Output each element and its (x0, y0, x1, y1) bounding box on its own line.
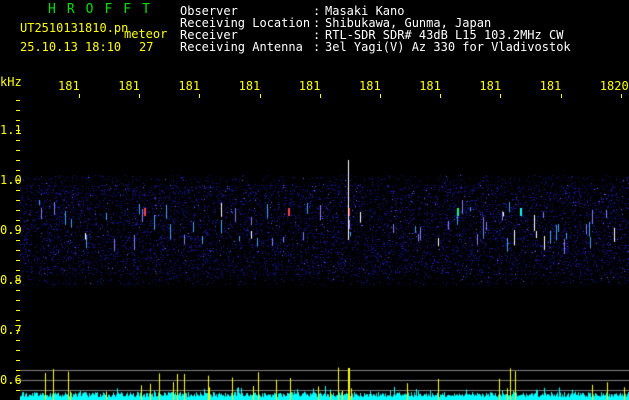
y-tick (16, 200, 20, 201)
y-tick (16, 260, 20, 261)
observer-value: Masaki Kano (325, 4, 405, 18)
colon: : (313, 4, 321, 18)
y-tick-label: 0.6 (0, 373, 22, 387)
count: 27 (139, 40, 154, 54)
y-tick-label: 1.1 (0, 123, 22, 137)
y-tick (16, 210, 20, 211)
y-tick (16, 320, 20, 321)
x-tick (620, 94, 622, 98)
y-tick (16, 120, 20, 121)
colon: : (313, 28, 321, 42)
x-tick (79, 94, 80, 98)
spectrogram (20, 100, 629, 400)
antenna-value: 3el Yagi(V) Az 330 for Vladivostok (325, 40, 571, 54)
y-tick-label: 0.9 (0, 223, 22, 237)
y-tick (16, 220, 20, 221)
y-tick-label: 0.7 (0, 323, 22, 337)
location-label: Receiving Location (180, 16, 311, 30)
y-tick (16, 270, 20, 271)
x-tick (440, 94, 442, 98)
x-tick (199, 94, 201, 98)
x-tick-label: 1812 (118, 80, 140, 92)
filename: UT2510131810.pn (20, 21, 129, 35)
x-tick-label: 1818 (479, 80, 502, 92)
location-value: Shibukawa, Gunma, Japan (325, 16, 492, 30)
y-tick (16, 140, 20, 141)
y-tick (16, 370, 20, 371)
receiver-label: Receiver (180, 28, 238, 42)
y-tick (16, 310, 20, 311)
colon: : (313, 16, 321, 30)
y-tick (16, 340, 20, 341)
x-tick (319, 94, 321, 98)
x-tick (259, 94, 261, 98)
y-tick (16, 360, 20, 361)
y-tick (16, 350, 20, 351)
y-tick (16, 170, 20, 171)
y-tick (16, 330, 20, 331)
x-tick-label: 1819 (539, 80, 562, 92)
y-tick (16, 390, 20, 391)
y-tick (16, 380, 20, 381)
y-tick (16, 300, 20, 301)
y-tick (16, 290, 20, 291)
x-tick (560, 94, 562, 98)
x-tick-label: 1817 (419, 80, 441, 92)
y-unit-label: kHz (0, 75, 22, 89)
y-tick (16, 250, 20, 251)
antenna-label: Receiving Antenna (180, 40, 303, 54)
y-tick (16, 180, 20, 181)
y-tick (16, 110, 20, 111)
mode-label: meteor (124, 27, 168, 41)
y-tick (16, 100, 20, 101)
y-tick (16, 280, 20, 281)
x-tick (500, 94, 502, 98)
x-tick-label: 1816 (359, 80, 381, 92)
y-tick (16, 230, 20, 231)
datetime: 25.10.13 18:10 (20, 40, 122, 54)
x-tick (139, 94, 141, 98)
y-tick (16, 130, 20, 131)
y-tick-label: 0.8 (0, 273, 22, 287)
x-tick-label: 1820 (599, 80, 629, 92)
y-tick (16, 190, 20, 191)
receiver-value: RTL-SDR SDR# 43dB L15 103.2MHz CW (325, 28, 564, 42)
x-tick-label: 1814 (238, 80, 261, 92)
y-tick-label: 1.0 (0, 173, 22, 187)
x-tick-label: 1815 (298, 80, 321, 92)
observer-label: Observer (180, 4, 238, 18)
app-title: HROFFT (48, 2, 161, 17)
x-tick-label: 1813 (178, 80, 201, 92)
y-tick (16, 240, 20, 241)
x-tick (380, 94, 381, 98)
y-tick (16, 160, 20, 161)
colon: : (313, 40, 321, 54)
y-tick (16, 150, 20, 151)
